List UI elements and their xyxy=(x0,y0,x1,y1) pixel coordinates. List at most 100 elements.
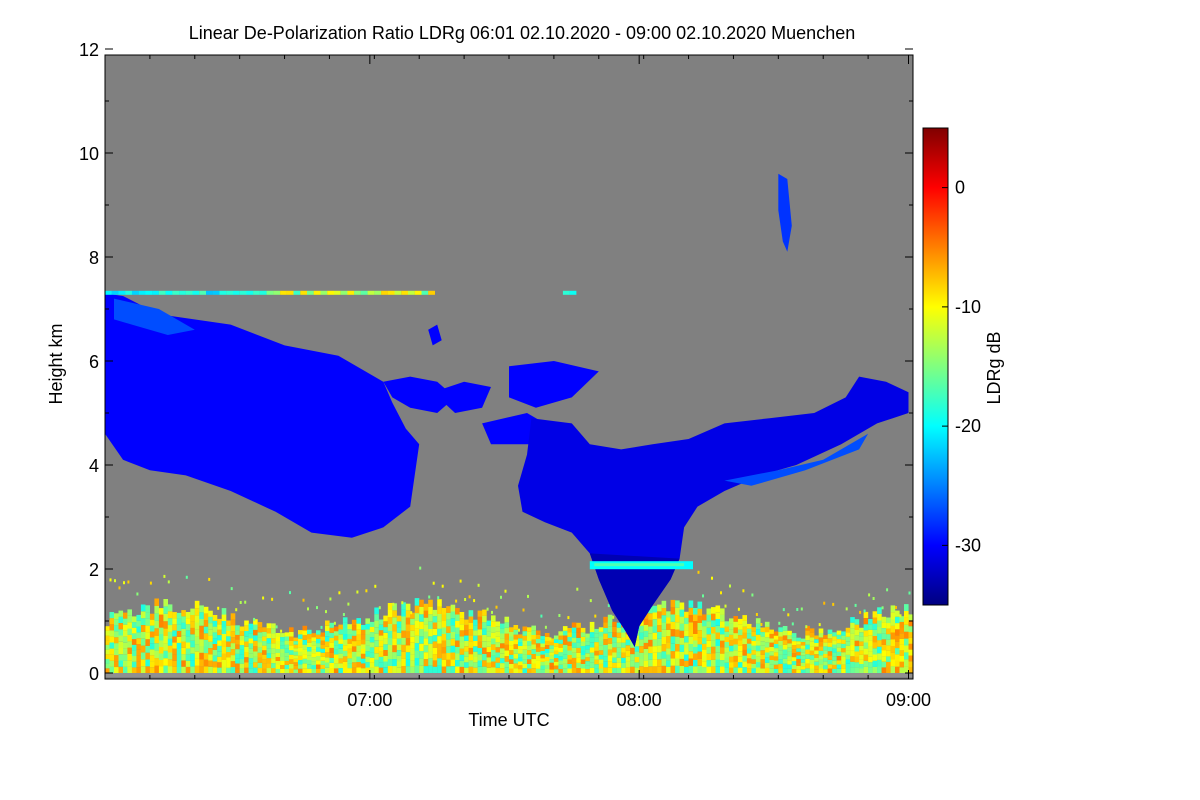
aerosol-cell xyxy=(280,661,285,665)
aerosol-cell xyxy=(832,652,837,657)
aerosol-cell xyxy=(432,647,438,655)
aerosol-cell xyxy=(737,662,743,668)
aerosol-cell xyxy=(742,644,747,650)
aerosol-cell xyxy=(791,661,797,665)
aerosol-cell xyxy=(773,643,779,649)
aerosol-cell xyxy=(167,625,173,632)
aerosol-cell xyxy=(351,662,357,668)
aerosol-cell xyxy=(509,645,514,651)
aerosol-cell xyxy=(814,669,819,673)
aerosol-speck xyxy=(477,583,480,587)
aerosol-cell xyxy=(737,645,743,652)
aerosol-cell xyxy=(392,631,397,639)
aerosol-cell xyxy=(746,638,752,644)
aerosol-cell xyxy=(518,642,523,646)
aerosol-cell xyxy=(289,631,294,637)
aerosol-cell xyxy=(769,664,774,669)
aerosol-cell xyxy=(854,656,860,663)
aerosol-cell xyxy=(311,637,317,642)
aerosol-cell xyxy=(589,647,595,653)
aerosol-cell xyxy=(580,641,586,646)
aerosol-cell xyxy=(491,621,496,627)
aerosol-cell xyxy=(621,627,626,633)
aerosol-speck xyxy=(325,610,327,614)
aerosol-cell xyxy=(715,632,721,640)
aerosol-cell xyxy=(755,651,761,657)
aerosol-cell xyxy=(607,626,613,633)
aerosol-cell xyxy=(347,653,352,659)
aerosol-cell xyxy=(307,638,312,643)
aerosol-cell xyxy=(127,653,132,661)
aerosol-cell xyxy=(589,642,595,648)
aerosol-cell xyxy=(675,614,680,623)
aerosol-cell xyxy=(553,646,559,651)
aerosol-cell xyxy=(203,639,209,647)
aerosol-speck xyxy=(760,623,763,626)
cloud-layer-left xyxy=(105,293,420,538)
aerosol-cell xyxy=(280,641,285,646)
aerosol-cell xyxy=(859,650,864,655)
aerosol-cell xyxy=(477,654,483,661)
aerosol-cell xyxy=(639,646,644,653)
aerosol-cell xyxy=(607,655,613,662)
y-tick-label: 10 xyxy=(79,144,99,164)
aerosol-cell xyxy=(123,667,128,673)
aerosol-cell xyxy=(203,626,209,634)
aerosol-cell xyxy=(446,612,451,620)
aerosol-cell xyxy=(226,620,231,626)
aerosol-cell xyxy=(203,653,209,660)
aerosol-cell xyxy=(621,637,626,643)
aerosol-cell xyxy=(845,654,851,660)
aerosol-cell xyxy=(549,655,554,660)
aerosol-cell xyxy=(890,619,896,626)
aerosol-cell xyxy=(473,625,478,631)
cloud-top-streak xyxy=(114,298,195,335)
aerosol-cell xyxy=(715,612,721,619)
aerosol-cell xyxy=(886,650,891,657)
aerosol-cell xyxy=(639,666,644,673)
aerosol-cell xyxy=(711,640,716,647)
aerosol-cell xyxy=(733,655,738,662)
aerosol-cell xyxy=(450,659,456,667)
aerosol-cell xyxy=(131,650,137,657)
aerosol-cell xyxy=(827,638,833,643)
aerosol-cell xyxy=(751,627,756,632)
aerosol-cell xyxy=(522,645,528,650)
aerosol-cell xyxy=(185,636,191,643)
aerosol-cell xyxy=(666,660,671,667)
aerosol-cell xyxy=(149,631,155,638)
aerosol-cell xyxy=(782,649,788,655)
aerosol-cell xyxy=(594,633,599,638)
aerosol-cell xyxy=(724,652,730,658)
aerosol-cell xyxy=(109,654,115,661)
aerosol-cell xyxy=(531,649,536,654)
thin-layer-segment xyxy=(266,290,274,295)
x-tick-label: 09:00 xyxy=(886,690,931,710)
aerosol-cell xyxy=(199,625,204,633)
aerosol-cell xyxy=(832,636,837,641)
aerosol-cell xyxy=(257,647,263,653)
aerosol-cell xyxy=(338,658,343,664)
aerosol-cell xyxy=(199,666,204,673)
aerosol-cell xyxy=(809,637,815,642)
aerosol-cell xyxy=(706,666,712,673)
aerosol-cell xyxy=(257,652,263,658)
aerosol-cell xyxy=(217,624,222,630)
aerosol-cell xyxy=(652,652,658,660)
aerosol-cell xyxy=(509,641,514,646)
aerosol-cell xyxy=(607,661,613,668)
aerosol-cell xyxy=(468,654,474,661)
aerosol-cell xyxy=(773,639,779,644)
aerosol-cell xyxy=(742,649,747,656)
aerosol-cell xyxy=(491,626,496,633)
thin-layer-segment xyxy=(246,290,254,295)
aerosol-cell xyxy=(482,647,487,654)
aerosol-cell xyxy=(782,654,788,659)
aerosol-cell xyxy=(257,657,263,663)
aerosol-cell xyxy=(751,645,756,651)
aerosol-cell xyxy=(535,647,541,652)
aerosol-cell xyxy=(356,623,361,630)
aerosol-cell xyxy=(805,644,810,650)
aerosol-cell xyxy=(199,605,204,613)
aerosol-cell xyxy=(410,624,415,631)
